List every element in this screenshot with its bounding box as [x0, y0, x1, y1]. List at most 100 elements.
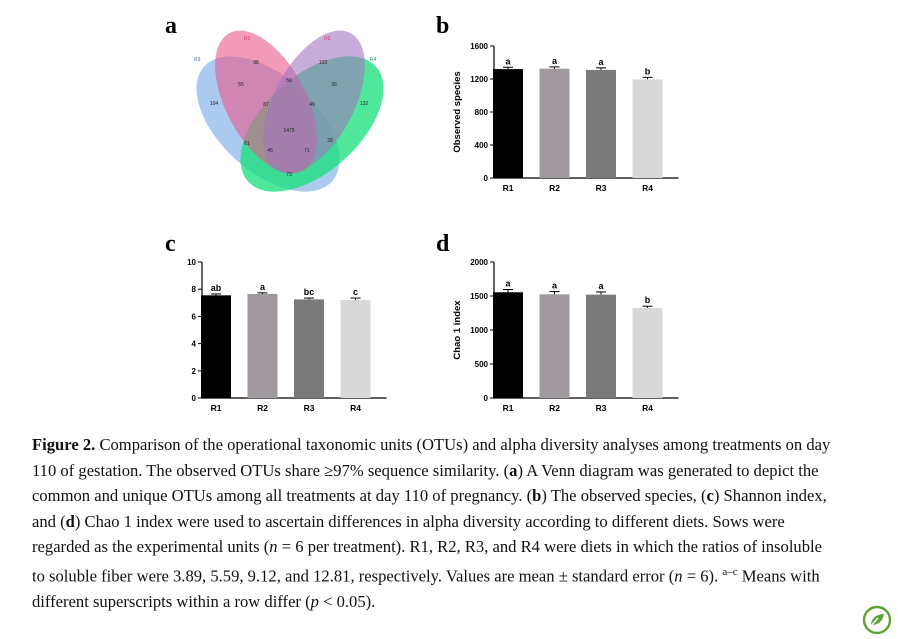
x-tick-label: R2 — [257, 403, 268, 413]
bar-r4 — [632, 307, 663, 398]
y-tick-label: 800 — [475, 108, 489, 117]
venn-count-r2-r3-r4: 71 — [304, 148, 310, 154]
caption-ref-d: d — [65, 511, 75, 531]
bar-r1 — [493, 292, 523, 398]
venn-count-r1-r2-r3: 87 — [263, 102, 269, 108]
x-tick-label: R4 — [642, 183, 653, 193]
x-tick-label: R2 — [549, 403, 560, 413]
x-tick-label: R4 — [642, 403, 653, 413]
significance-letter: a — [552, 281, 558, 291]
venn-count-all: 1479 — [283, 128, 294, 134]
y-tick-label: 0 — [484, 394, 489, 403]
venn-count-r1-r2: 59 — [286, 78, 292, 84]
caption-ref-a: a — [509, 460, 518, 480]
caption-ref-b: b — [532, 486, 542, 506]
y-tick-label: 2000 — [470, 258, 488, 267]
venn-count-r1-r3: 55 — [238, 82, 244, 88]
panel-letter-a: a — [165, 13, 177, 39]
y-tick-label: 4 — [192, 340, 197, 349]
significance-letter: c — [353, 287, 358, 297]
y-tick-label: 400 — [475, 141, 489, 150]
caption-text-9: < 0.05). — [318, 592, 376, 612]
caption-p: p — [310, 592, 319, 612]
caption-ref-c: c — [706, 486, 714, 506]
venn-label-r4: R4 — [370, 57, 377, 63]
caption-n-1: n — [269, 537, 278, 557]
y-tick-label: 2 — [192, 367, 197, 376]
significance-letter: a — [260, 282, 266, 292]
venn-count-r1-only: 98 — [253, 60, 259, 66]
y-tick-label: 1200 — [470, 75, 488, 84]
caption-text-6: = 6 per treatment). R1, R2, R3, and R4 w… — [32, 537, 822, 586]
venn-count-r3-only: 104 — [210, 101, 219, 107]
y-tick-label: 1600 — [470, 42, 488, 51]
bar-r2 — [247, 293, 278, 398]
significance-letter: ab — [211, 283, 222, 293]
caption-text-8: Means with different superscripts within… — [32, 566, 820, 612]
y-tick-label: 1500 — [470, 292, 488, 301]
chart-chao1-index: 0 500 1000 1500 2000 Chao 1 index a R1 a R2 a R3 b R4 — [452, 258, 679, 413]
bar-r4 — [340, 300, 371, 398]
venn-count-r2-r3: 28 — [327, 138, 333, 144]
caption-text-7: = 6). — [682, 566, 723, 586]
significance-letter: b — [645, 295, 651, 305]
caption-superscript: a–c — [722, 565, 738, 578]
significance-letter: a — [552, 56, 558, 66]
panel-letter-c: c — [165, 231, 176, 257]
y-tick-label: 500 — [475, 360, 489, 369]
x-tick-label: R2 — [549, 183, 560, 193]
venn-count-r3-r4: 61 — [244, 141, 250, 147]
caption-text-5: ) Chao 1 index were used to ascertain di… — [32, 511, 785, 557]
y-tick-label: 0 — [484, 174, 489, 183]
venn-count-r2-r4: 36 — [331, 82, 337, 88]
significance-letter: a — [598, 57, 604, 67]
x-tick-label: R1 — [503, 183, 514, 193]
significance-letter: b — [645, 66, 651, 76]
bar-r3 — [586, 69, 616, 178]
venn-count-r1-r3-r4: 45 — [267, 148, 273, 154]
figure-caption: Figure 2. Comparison of the operational … — [32, 432, 832, 615]
y-tick-label: 8 — [192, 285, 197, 294]
x-tick-label: R3 — [596, 403, 607, 413]
y-axis-label: Chao 1 index — [452, 300, 463, 360]
venn-diagram: R3 R1 R2 R4 104 98 103 132 55 59 36 87 4… — [194, 30, 384, 192]
publisher-logo-icon — [862, 605, 892, 635]
significance-letter: a — [505, 279, 511, 289]
caption-n-2: n — [674, 566, 683, 586]
caption-text-3: ) The observed species, ( — [541, 486, 707, 506]
venn-count-r2-only: 103 — [319, 60, 328, 66]
significance-letter: a — [505, 56, 511, 66]
significance-letter: a — [598, 281, 604, 291]
venn-label-r3: R3 — [194, 57, 201, 63]
chart-shannon-index: 0 2 4 6 8 10 Shannon index ab R1 a R2 bc R3 c R4 — [170, 258, 387, 413]
y-tick-label: 10 — [187, 258, 196, 267]
caption-label: Figure 2. — [32, 435, 96, 454]
x-tick-label: R1 — [211, 403, 222, 413]
bar-r3 — [586, 294, 616, 398]
venn-count-r4-only: 132 — [360, 101, 369, 107]
caption-text-2: ) A Venn diagram was generated to depict… — [32, 460, 819, 506]
y-tick-label: 0 — [192, 394, 197, 403]
significance-letter: bc — [304, 287, 315, 297]
bar-r1 — [493, 69, 523, 178]
bar-r2 — [539, 294, 570, 398]
panel-letter-d: d — [436, 231, 450, 257]
y-tick-label: 1000 — [470, 326, 488, 335]
bar-r4 — [632, 79, 663, 178]
venn-count-r1-r4: 73 — [286, 172, 292, 178]
x-tick-label: R4 — [350, 403, 361, 413]
caption-text-4: ) Shannon index, and ( — [32, 486, 827, 531]
y-axis-label: Observed species — [452, 71, 463, 152]
panel-letter-b: b — [436, 13, 450, 39]
caption-text-1: Comparison of the operational taxonomic … — [32, 435, 831, 480]
x-tick-label: R3 — [596, 183, 607, 193]
venn-label-r1: R1 — [244, 36, 251, 42]
y-tick-label: 6 — [192, 312, 197, 321]
bar-r2 — [539, 68, 570, 178]
venn-count-r1-r2-r4: 49 — [309, 102, 315, 108]
x-tick-label: R3 — [304, 403, 315, 413]
venn-set-r2 — [263, 30, 365, 174]
chart-observed-species: 0 400 800 1200 1600 Observed species a R1 a R2 a R3… — [452, 42, 679, 193]
x-tick-label: R1 — [503, 403, 514, 413]
bar-r3 — [294, 299, 324, 398]
